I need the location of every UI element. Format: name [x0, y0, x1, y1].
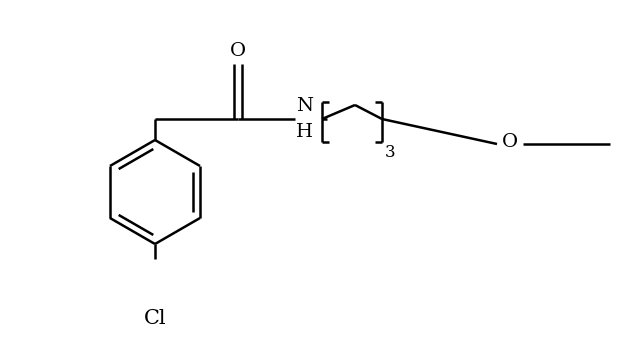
Text: Cl: Cl [144, 309, 166, 328]
Text: O: O [230, 42, 246, 60]
Text: O: O [502, 133, 518, 151]
Text: H: H [296, 123, 313, 141]
Text: N: N [296, 97, 313, 115]
Text: 3: 3 [385, 144, 396, 161]
